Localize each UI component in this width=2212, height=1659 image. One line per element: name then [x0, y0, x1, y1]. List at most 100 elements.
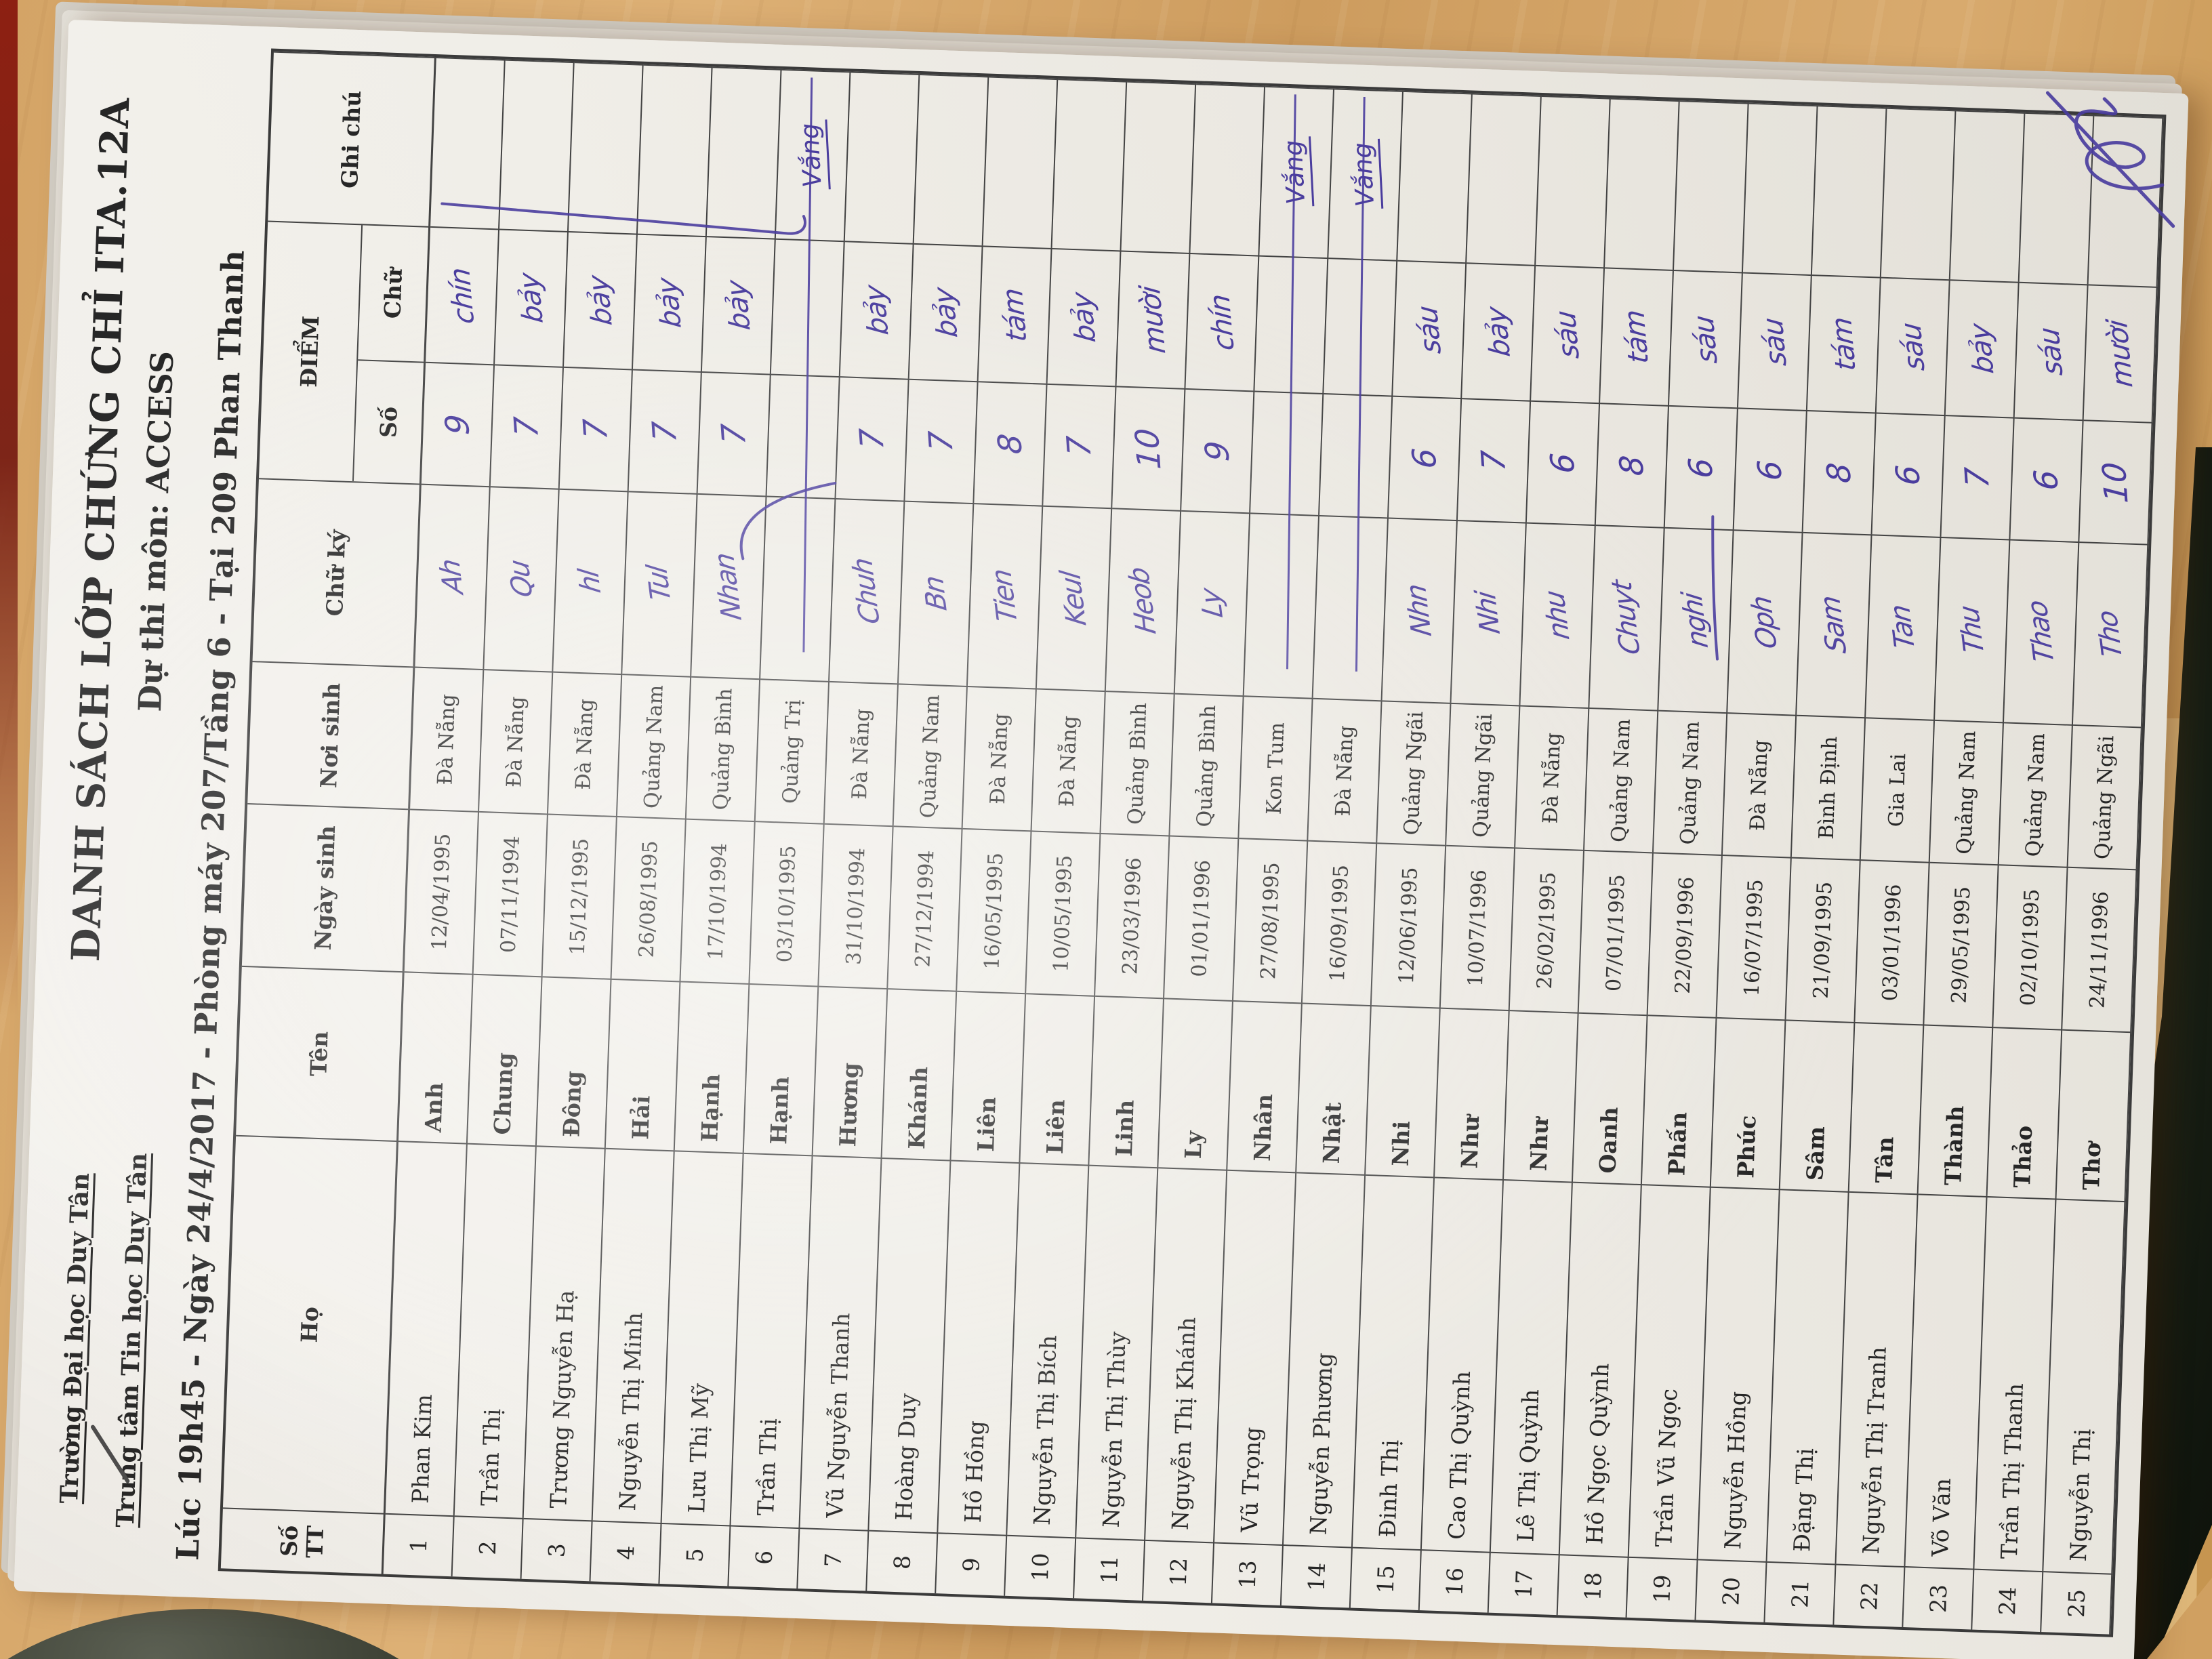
cell-noi-sinh: Đà Nẵng — [1031, 688, 1106, 833]
absence-note: Vắng — [1278, 136, 1315, 209]
cell-ten: Chung — [467, 973, 543, 1146]
cell-stt: 19 — [1626, 1556, 1698, 1620]
cell-ten: Linh — [1089, 995, 1165, 1168]
handwritten-score: sáu — [1756, 316, 1793, 367]
cell-chu-ky: Bn — [899, 500, 975, 686]
cell-ngay-sinh: 21/09/1995 — [1786, 857, 1861, 1022]
cell-ngay-sinh: 17/10/1994 — [680, 818, 756, 984]
handwritten-score: 7 — [1957, 466, 1997, 489]
cell-ho: Trương Nguyễn Hạ — [523, 1145, 606, 1521]
handwritten-score: 9 — [1197, 439, 1237, 463]
cell-noi-sinh: Đà Nẵng — [962, 685, 1037, 831]
cell-diem-chu: chín — [1185, 253, 1260, 391]
cell-chu-ky: Nhan — [691, 493, 767, 679]
cell-diem-so — [766, 373, 840, 499]
cell-ghi-chu — [844, 71, 920, 243]
signature-mark: Qu — [503, 559, 539, 600]
cell-noi-sinh: Quảng Bình — [1170, 693, 1244, 838]
handwritten-score: tám — [1824, 316, 1863, 372]
handwritten-score: 6 — [1681, 456, 1721, 480]
handwritten-score: bảy — [581, 274, 619, 327]
cell-ten: Sâm — [1780, 1019, 1856, 1191]
cell-ten: Hải — [605, 978, 681, 1151]
cell-noi-sinh: Đà Nẵng — [1722, 712, 1797, 857]
cell-ghi-chu — [1605, 98, 1680, 270]
cell-noi-sinh: Quảng Bình — [686, 676, 761, 821]
cell-noi-sinh: Bình Định — [1791, 714, 1866, 860]
cell-diem-so: 7 — [697, 371, 771, 496]
cell-diem-so: 7 — [905, 378, 979, 504]
column-header-noi-sinh: Nơi sinh — [247, 661, 415, 809]
cell-chu-ky: Sam — [1797, 531, 1872, 718]
cell-ten: Phấn — [1641, 1015, 1717, 1187]
cell-ho: Hoàng Duy — [869, 1157, 951, 1533]
signature-mark: Thao — [2021, 600, 2061, 665]
cell-diem-chu: bảy — [1047, 247, 1122, 386]
cell-diem-so: 8 — [1595, 403, 1670, 527]
cell-chu-ky — [1244, 512, 1320, 698]
cell-chu-ky: Qu — [484, 486, 560, 672]
column-header-diem-so: Số — [353, 359, 426, 484]
handwritten-score: 7 — [1059, 434, 1099, 458]
column-header-diem-chu: Chữ — [358, 224, 431, 362]
cell-chu-ky: Oph — [1727, 529, 1803, 715]
handwritten-score: chín — [443, 266, 481, 325]
cell-stt: 2 — [452, 1515, 524, 1579]
photo-left-red-edge — [0, 0, 18, 1017]
signature-mark: Tho — [2091, 610, 2129, 660]
cell-ngay-sinh: 12/06/1995 — [1371, 842, 1447, 1008]
cell-chu-ky: nhu — [1520, 522, 1596, 708]
cell-chu-ky: Nhi — [1451, 520, 1527, 705]
cell-stt: 15 — [1350, 1547, 1422, 1611]
signature-mark: Oph — [1745, 595, 1784, 651]
cell-ho: Phan Kim — [385, 1141, 468, 1516]
column-header-ho: Họ — [222, 1134, 399, 1513]
cell-chu-ky: Ly — [1174, 510, 1251, 696]
absence-note: Vắng — [794, 119, 831, 192]
signature-mark: nhu — [1538, 590, 1576, 641]
cell-diem-chu: sáu — [1531, 264, 1605, 403]
handwritten-score: 7 — [576, 417, 615, 441]
cell-ho: Nguyễn Thị Bích — [1007, 1162, 1090, 1538]
cell-ghi-chu — [637, 64, 713, 237]
cell-diem-chu: sáu — [1669, 269, 1743, 408]
cell-ten: Như — [1504, 1010, 1579, 1182]
cell-ghi-chu — [1397, 90, 1473, 263]
handwritten-score: bảy — [1065, 291, 1103, 344]
handwritten-score: chín — [1203, 293, 1241, 352]
cell-ho: Hồ Ngọc Quỳnh — [1559, 1181, 1642, 1557]
cell-stt: 6 — [729, 1525, 800, 1589]
cell-chu-ky: Tien — [967, 503, 1044, 689]
signature-mark: Tien — [985, 568, 1024, 625]
cell-ho: Cao Thị Quỳnh — [1421, 1176, 1504, 1552]
cell-ten: Đông — [536, 976, 612, 1148]
cell-ho: Trần Thị Thanh — [1974, 1195, 2057, 1572]
cell-ten: Liên — [1020, 993, 1096, 1165]
cell-noi-sinh: Quảng Nam — [1929, 719, 2005, 865]
cell-ghi-chu — [568, 62, 644, 234]
cell-diem-chu: bảy — [1462, 262, 1536, 401]
cell-ghi-chu — [1950, 110, 2026, 282]
handwritten-score: sáu — [1410, 304, 1448, 355]
cell-diem-chu: chín — [426, 226, 500, 365]
cell-chu-ky: Tan — [1866, 534, 1942, 720]
cell-ho: Nguyễn Thị Thùy — [1076, 1164, 1159, 1540]
cell-ho: Nguyễn Thị Khánh — [1145, 1167, 1228, 1542]
cell-diem-so: 7 — [628, 369, 702, 493]
cell-diem-so: 7 — [836, 376, 909, 501]
cell-noi-sinh: Đà Nẵng — [824, 680, 899, 826]
handwritten-score: 6 — [2026, 468, 2066, 492]
cell-ten: Nhật — [1296, 1002, 1372, 1174]
cell-noi-sinh: Kon Tum — [1239, 695, 1313, 840]
cell-diem-so: 9 — [421, 361, 495, 487]
cell-ten: Nhi — [1366, 1005, 1441, 1177]
cell-ngay-sinh: 10/05/1995 — [1026, 830, 1101, 996]
cell-diem-so — [1319, 393, 1393, 518]
signature-mark: Tan — [1884, 604, 1922, 651]
cell-ten: Như — [1435, 1007, 1510, 1180]
cell-ngay-sinh: 27/08/1995 — [1233, 838, 1309, 1003]
cell-noi-sinh: Quảng Nam — [1999, 722, 2073, 867]
column-header-ghi-chu: Ghi chú — [268, 51, 436, 226]
cell-ghi-chu — [1190, 83, 1266, 255]
